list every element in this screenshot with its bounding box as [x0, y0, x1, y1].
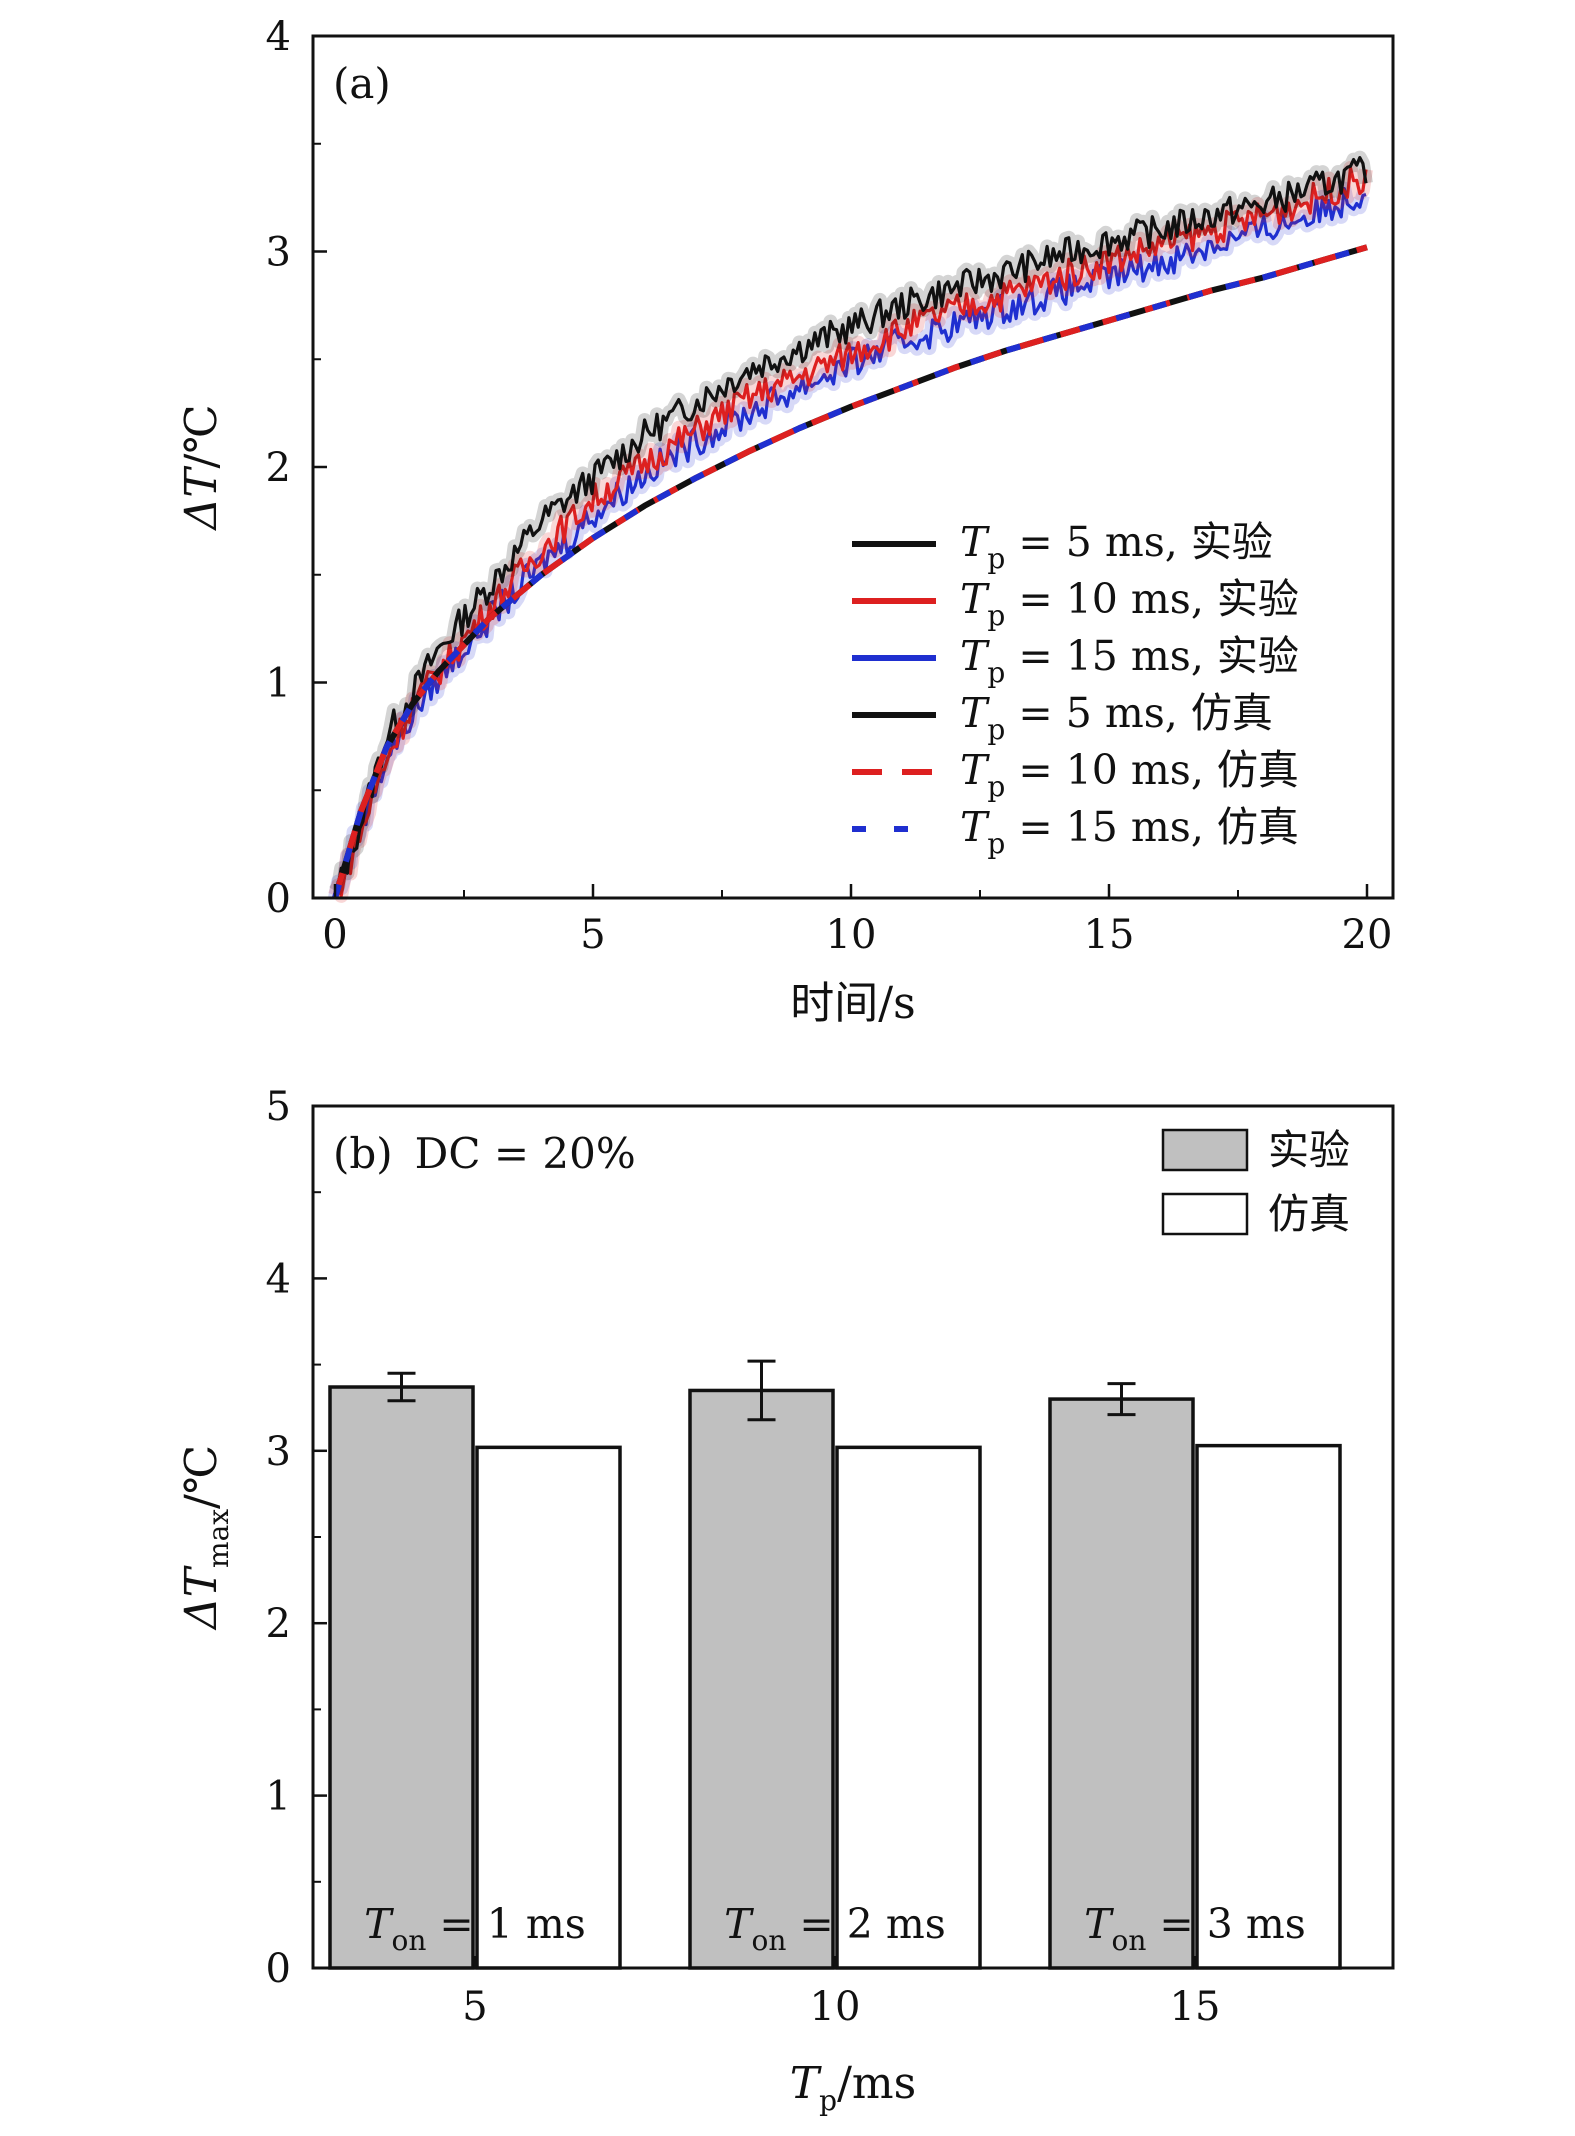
panel-a-legend-label-var: T: [960, 518, 990, 566]
panel-a-legend-label-sub: p: [987, 770, 1005, 803]
panel-b-annotation: DC = 20%: [415, 1129, 636, 1178]
panel-b-bar-note: Ton = 2 ms: [724, 1900, 946, 1957]
panel-b-bar-note: Ton = 3 ms: [1084, 1900, 1306, 1957]
panel-b-bar-note-var: T: [724, 1900, 754, 1948]
panel-b-bar-note-sub: on: [392, 1924, 427, 1957]
panel-a-series-line: [333, 166, 1368, 898]
panel-b-xlabel-main: T: [790, 2058, 823, 2109]
panel-a-ytick-label: 4: [266, 14, 291, 60]
panel-b-bar: [688, 1388, 835, 1970]
panel-b-ytick-label: 0: [266, 1946, 291, 1992]
panel-b-ylabel-unit: /℃: [176, 1445, 227, 1509]
panel-a-series-line: [332, 244, 1368, 899]
panel-a-ylabel-unit: /℃: [176, 404, 227, 468]
panel-a-series-layer: [328, 150, 1373, 903]
panel-a-ytick-label: 0: [266, 876, 291, 922]
panel-b-bars-layer: Ton = 1 ms Ton = 2 ms Ton = 3 ms: [328, 1359, 1342, 1970]
panel-b-ticks: 0 1 2 3 4 5 5 10 15: [266, 1084, 1221, 2030]
panel-b-ytick-label: 3: [266, 1429, 291, 1475]
panel-b-bar-note-var: T: [364, 1900, 394, 1948]
panel-b-ytick-label: 2: [266, 1601, 291, 1647]
panel-b-ytick-label: 1: [266, 1774, 291, 1820]
panel-b-xtick-label: 5: [462, 1984, 487, 2030]
panel-b-bar-note-rest: = 1 ms: [426, 1900, 585, 1948]
panel-b-bar-note-var: T: [1084, 1900, 1114, 1948]
panel-b-bar: [1195, 1443, 1342, 1970]
panel-a-legend-label-sub: p: [987, 656, 1005, 689]
panel-a-xtick-label: 20: [1342, 912, 1393, 958]
panel-a-ylabel-main: ΔT: [176, 465, 227, 532]
panel-a-ytick-label: 2: [266, 445, 291, 491]
panel-a-xtick-label: 0: [322, 912, 347, 958]
panel-a-xtick-label: 15: [1084, 912, 1135, 958]
panel-a-legend-label-sub: p: [987, 542, 1005, 575]
panel-a-legend-label-rest: = 15 ms, 实验: [1005, 632, 1299, 680]
panel-a-legend-label: Tp = 10 ms, 仿真: [960, 746, 1299, 803]
panel-b-ylabel-sub: max: [202, 1509, 235, 1568]
panel-b-bar: [835, 1445, 982, 1970]
panel-a-legend-label-sub: p: [987, 827, 1005, 860]
panel-b-xlabel-sub: p: [819, 2084, 837, 2117]
panel-b-legend-label: 仿真: [1268, 1190, 1350, 1238]
panel-a-legend-label-sub: p: [987, 713, 1005, 746]
panel-a-label: (a): [333, 59, 391, 108]
panel-b-legend-label: 实验: [1268, 1126, 1350, 1174]
panel-a-legend-label-var: T: [960, 575, 990, 623]
panel-a: 0 5 10 15 20 0 1 2 3 4 (a) 时间/s ΔT/℃ Tp = 5 ms, 实…: [176, 14, 1395, 1029]
panel-a-xlabel: 时间/s: [790, 978, 915, 1029]
panel-b-bar-note-sub: on: [752, 1924, 787, 1957]
panel-a-legend-label-var: T: [960, 746, 990, 794]
panel-b-ylabel: ΔTmax/℃: [176, 1445, 235, 1631]
panel-a-legend-label-rest: = 5 ms, 仿真: [1005, 689, 1273, 737]
panel-b-xtick-label: 15: [1170, 1984, 1221, 2030]
panel-a-legend-label: Tp = 10 ms, 实验: [960, 575, 1299, 632]
panel-b-ytick-label: 4: [266, 1256, 291, 1302]
panel-b-label-tag: (b): [333, 1129, 393, 1178]
panel-a-legend-label-var: T: [960, 803, 990, 851]
panel-b-label: (b) DC = 20%: [333, 1129, 636, 1178]
panel-a-ytick-label: 3: [266, 230, 291, 276]
panel-a-xtick-label: 5: [580, 912, 605, 958]
panel-a-legend-label-var: T: [960, 689, 990, 737]
panel-a-legend-label-rest: = 10 ms, 仿真: [1005, 746, 1299, 794]
panel-a-ticks: 0 5 10 15 20 0 1 2 3 4: [266, 14, 1393, 958]
panel-a-legend-label-var: T: [960, 632, 990, 680]
panel-b-bar: [1048, 1397, 1195, 1970]
panel-b-xtick-label: 10: [810, 1984, 861, 2030]
panel-b-bar-note-sub: on: [1112, 1924, 1147, 1957]
panel-b-bar-note-rest: = 2 ms: [786, 1900, 945, 1948]
panel-a-series-line: [333, 156, 1368, 893]
panel-a-legend-label-sub: p: [987, 599, 1005, 632]
panel-b-bar: [328, 1385, 475, 1970]
panel-b-xlabel: Tp/ms: [790, 2058, 916, 2117]
panel-a-legend-label: Tp = 15 ms, 仿真: [960, 803, 1299, 860]
panel-a-xtick-label: 10: [826, 912, 877, 958]
panel-a-legend-label: Tp = 5 ms, 实验: [960, 518, 1273, 575]
panel-b-bar-note: Ton = 1 ms: [364, 1900, 586, 1957]
panel-a-legend-label-rest: = 15 ms, 仿真: [1005, 803, 1299, 851]
panel-b-bar: [475, 1445, 622, 1970]
panel-a-ylabel: ΔT/℃: [176, 404, 227, 531]
panel-a-ytick-label: 1: [266, 661, 291, 707]
panel-b-bar-note-rest: = 3 ms: [1146, 1900, 1305, 1948]
panel-a-legend-label-rest: = 10 ms, 实验: [1005, 575, 1299, 623]
panel-a-legend-label-rest: = 5 ms, 实验: [1005, 518, 1273, 566]
panel-b-legend-swatch: [1161, 1192, 1249, 1236]
panel-b-xlabel-unit: /ms: [837, 2058, 916, 2109]
panel-b-ylabel-main: ΔT: [176, 1564, 227, 1631]
panel-b-legend-swatch: [1161, 1128, 1249, 1172]
panel-b-ytick-label: 5: [266, 1084, 291, 1130]
panel-a-legend-label: Tp = 15 ms, 实验: [960, 632, 1299, 689]
panel-a-legend-label: Tp = 5 ms, 仿真: [960, 689, 1273, 746]
